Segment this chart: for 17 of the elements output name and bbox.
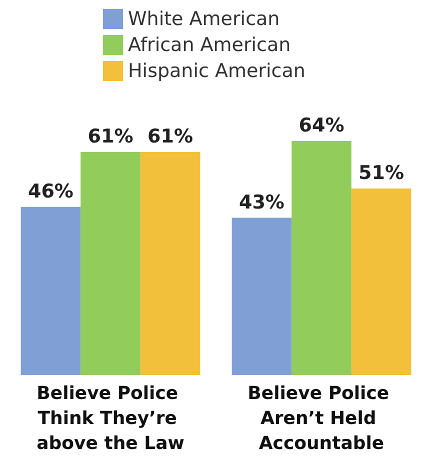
data-label: 64%	[298, 114, 344, 136]
bar	[140, 152, 200, 375]
legend-label: African American	[128, 34, 291, 56]
data-label: 61%	[88, 125, 134, 148]
x-tick-label: Believe Police Aren’t Held Accountable	[248, 383, 396, 454]
data-label: 61%	[148, 125, 194, 148]
bar	[351, 188, 412, 375]
legend-label: White American	[128, 8, 280, 30]
data-label: 43%	[238, 191, 284, 214]
bar	[232, 218, 292, 375]
legend-label: Hispanic American	[128, 60, 306, 82]
x-tick-label: Believe Police Think They’re above the Law	[36, 383, 184, 454]
data-label: 51%	[358, 162, 404, 184]
bar	[292, 141, 352, 375]
bar	[80, 152, 140, 375]
bar	[20, 206, 81, 375]
data-label: 46%	[28, 180, 74, 202]
